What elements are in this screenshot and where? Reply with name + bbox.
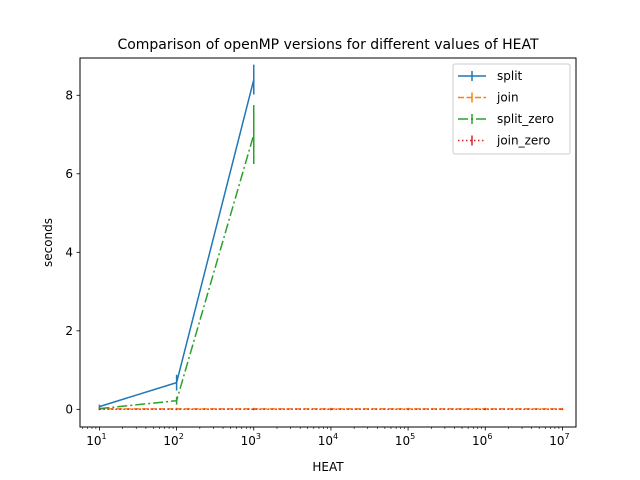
x-axis-label: HEAT xyxy=(312,460,344,474)
x-tick-label: 107 xyxy=(549,432,569,448)
y-tick-label: 4 xyxy=(65,245,73,259)
y-tick-label: 2 xyxy=(65,324,73,338)
x-tick-base: 10 xyxy=(472,434,487,448)
x-tick-exponent: 5 xyxy=(410,432,415,441)
x-tick-exponent: 6 xyxy=(487,432,492,441)
y-tick-label: 0 xyxy=(65,402,73,416)
series-line xyxy=(99,79,255,408)
x-tick-base: 10 xyxy=(549,434,564,448)
x-tick-label: 101 xyxy=(86,432,106,448)
series-split xyxy=(98,64,255,409)
axes-frame xyxy=(79,57,577,428)
legend-item: split_zero xyxy=(458,112,554,126)
x-tick-exponent: 7 xyxy=(565,432,570,441)
legend-label: join_zero xyxy=(496,134,550,148)
series-line xyxy=(99,134,255,410)
x-tick-exponent: 4 xyxy=(333,432,338,441)
series-split-zero xyxy=(98,105,255,410)
x-tick-label: 105 xyxy=(395,432,415,448)
chart-title: Comparison of openMP versions for differ… xyxy=(117,37,539,53)
x-tick-base: 10 xyxy=(86,434,101,448)
legend-item: join_zero xyxy=(458,134,550,148)
legend-item: join xyxy=(458,91,519,105)
legend-item: split xyxy=(458,69,523,83)
legend-label: split xyxy=(497,69,523,83)
y-axis: 0 2 4 6 8 xyxy=(65,88,80,416)
x-axis: 101 102 103 104 105 106 107 xyxy=(82,427,570,448)
legend-label: join xyxy=(496,91,519,105)
x-tick-label: 102 xyxy=(163,432,183,448)
x-tick-label: 103 xyxy=(241,432,261,448)
x-tick-base: 10 xyxy=(318,434,333,448)
x-tick-label: 106 xyxy=(472,432,492,448)
x-tick-base: 10 xyxy=(395,434,410,448)
legend-label: split_zero xyxy=(497,112,554,126)
x-tick-exponent: 2 xyxy=(179,432,184,441)
plot-area xyxy=(98,64,564,411)
y-tick-label: 6 xyxy=(65,167,73,181)
legend-box xyxy=(452,63,571,155)
legend: split join split_zero join_zero xyxy=(452,63,571,155)
x-tick-base: 10 xyxy=(241,434,256,448)
x-tick-base: 10 xyxy=(163,434,178,448)
x-tick-label: 104 xyxy=(318,432,338,448)
y-axis-label: seconds xyxy=(41,218,55,267)
series-join-zero xyxy=(98,408,564,411)
y-tick-label: 8 xyxy=(65,88,73,102)
x-tick-exponent: 3 xyxy=(256,432,261,441)
x-tick-exponent: 1 xyxy=(102,432,107,441)
